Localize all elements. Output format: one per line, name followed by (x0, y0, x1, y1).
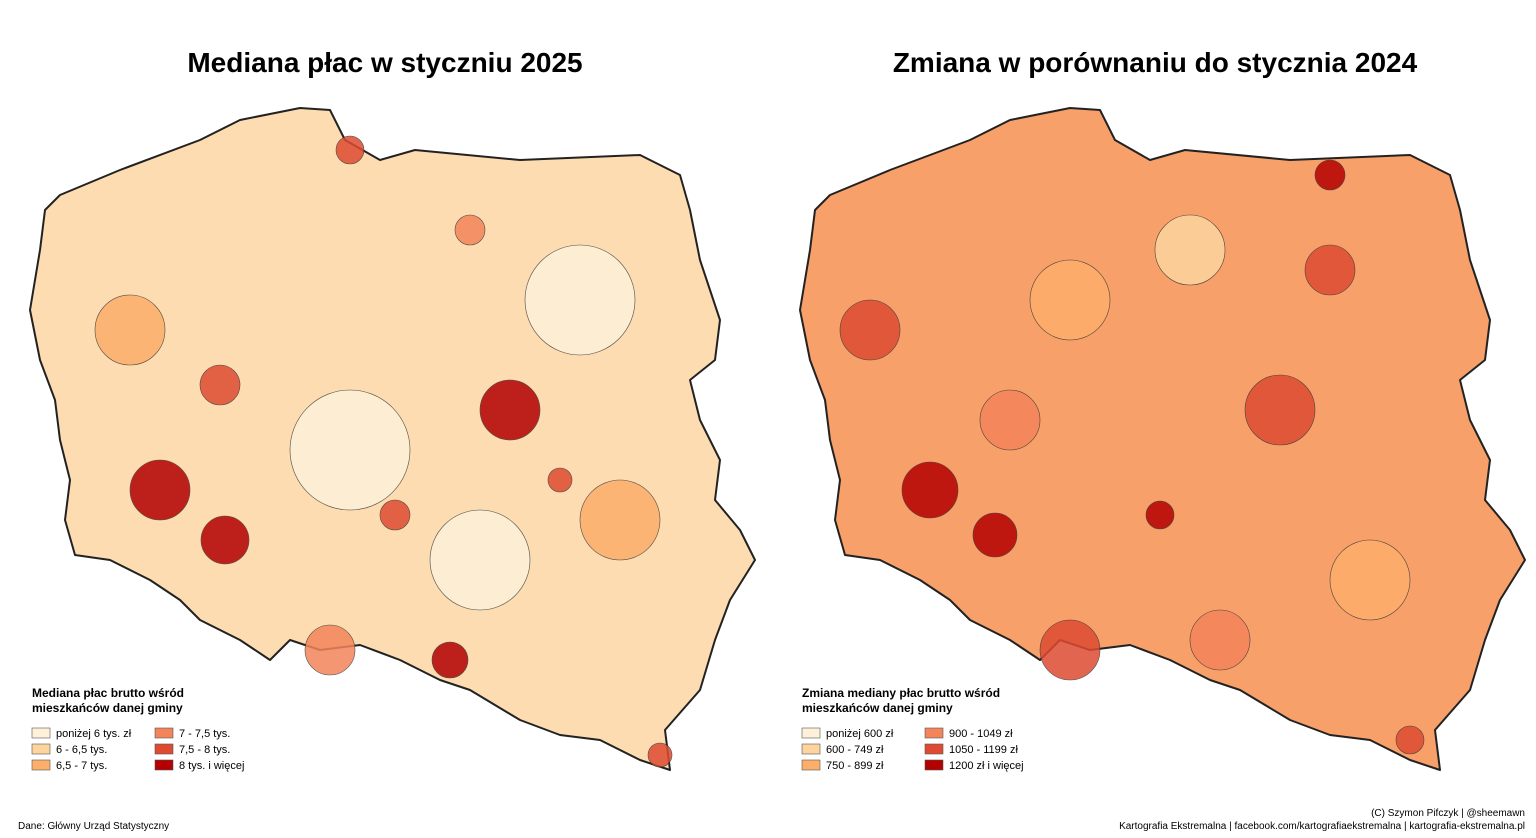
region (1395, 725, 1425, 755)
region (647, 742, 673, 768)
region (579, 479, 661, 561)
legend-label: poniżej 600 zł (826, 728, 894, 740)
region (1304, 244, 1356, 296)
legend-swatch (154, 743, 174, 755)
legend-label: 750 - 899 zł (826, 760, 884, 772)
region (479, 379, 541, 441)
legend-swatch (924, 759, 944, 771)
legend-label: 1200 zł i więcej (949, 760, 1024, 772)
legend-swatch (31, 727, 51, 739)
region (379, 499, 411, 531)
region (524, 244, 636, 356)
region (1189, 609, 1251, 671)
credit-links: Kartografia Ekstremalna | facebook.com/k… (1119, 821, 1525, 832)
region (1314, 159, 1346, 191)
legend-title: mieszkańców danej gminy (32, 701, 183, 715)
legend-label: 600 - 749 zł (826, 744, 884, 756)
legend-label: 900 - 1049 zł (949, 728, 1013, 740)
region (1039, 619, 1101, 681)
country-outline (799, 107, 1526, 771)
data-source: Dane: Główny Urząd Statystyczny (18, 821, 169, 832)
legend-swatch (31, 759, 51, 771)
region (1244, 374, 1316, 446)
regions (94, 135, 673, 768)
legend-label: 1050 - 1199 zł (949, 744, 1018, 756)
region (200, 515, 250, 565)
region (289, 389, 411, 511)
region (1329, 539, 1411, 621)
map-title: Zmiana w porównaniu do stycznia 2024 (893, 47, 1418, 78)
region (94, 294, 166, 366)
region (547, 467, 573, 493)
region (304, 624, 356, 676)
legend-label: 8 tys. i więcej (179, 760, 244, 772)
legend-title: Mediana płac brutto wśród (32, 686, 184, 700)
region (429, 509, 531, 611)
legend-swatch (154, 727, 174, 739)
region (1145, 500, 1175, 530)
region (335, 135, 365, 165)
legend-title: Zmiana mediany płac brutto wśród (802, 686, 1000, 700)
region (901, 461, 959, 519)
legend-swatch (801, 759, 821, 771)
regions (839, 159, 1425, 755)
region (431, 641, 469, 679)
legend-label: 6,5 - 7 tys. (56, 760, 107, 772)
map-left: Mediana płac w styczniu 2025 Mediana płac… (29, 47, 756, 772)
legend-swatch (801, 743, 821, 755)
region (1154, 214, 1226, 286)
region (199, 364, 241, 406)
region (454, 214, 486, 246)
legend-swatch (801, 727, 821, 739)
region (839, 299, 901, 361)
legend-swatch (924, 743, 944, 755)
legend-label: 6 - 6,5 tys. (56, 744, 107, 756)
legend-title: mieszkańców danej gminy (802, 701, 953, 715)
map-right: Zmiana w porównaniu do stycznia 2024 Zmia… (799, 47, 1526, 772)
map-title: Mediana płac w styczniu 2025 (187, 47, 582, 78)
legend-swatch (154, 759, 174, 771)
legend-swatch (924, 727, 944, 739)
region (979, 389, 1041, 451)
legend-label: 7 - 7,5 tys. (179, 728, 230, 740)
legend-swatch (31, 743, 51, 755)
region (972, 512, 1018, 558)
legend-label: 7,5 - 8 tys. (179, 744, 230, 756)
credit: (C) Szymon Pifczyk | @sheemawn (1371, 808, 1525, 819)
legend-label: poniżej 6 tys. zł (56, 728, 132, 740)
region (129, 459, 191, 521)
region (1029, 259, 1111, 341)
